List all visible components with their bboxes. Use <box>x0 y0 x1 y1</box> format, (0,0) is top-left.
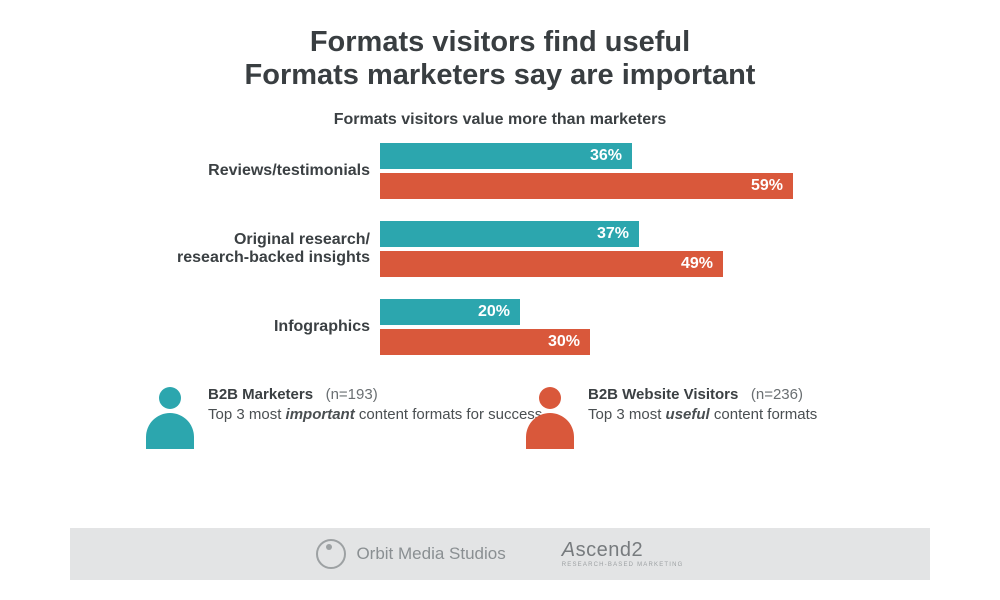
bar-value-label: 59% <box>751 173 783 199</box>
legend-desc-after: content formats for success <box>355 406 543 423</box>
category-labels: Reviews/testimonials Original research/re… <box>130 137 370 367</box>
legend: B2B Marketers (n=193) Top 3 most importa… <box>120 385 880 471</box>
bar-value-label: 30% <box>548 329 580 355</box>
bar-visitors: 59% <box>380 173 793 199</box>
category-label: Original research/research-backed insigh… <box>130 231 370 268</box>
legend-desc-after: content formats <box>710 406 818 423</box>
category-label: Infographics <box>130 318 370 336</box>
chart-subtitle: Formats visitors value more than markete… <box>0 111 1000 129</box>
legend-title: B2B Website Visitors <box>588 386 738 403</box>
legend-desc-before: Top 3 most <box>588 406 666 423</box>
title-line-2: Formats marketers say are important <box>0 59 1000 92</box>
person-icon-head <box>539 387 561 409</box>
legend-desc-em: important <box>286 406 355 423</box>
title-line-1: Formats visitors find useful <box>0 26 1000 59</box>
ascend2-name: Ascend2 <box>562 540 684 560</box>
person-icon-body <box>526 413 574 449</box>
person-icon-body <box>146 413 194 449</box>
bar-value-label: 37% <box>597 221 629 247</box>
person-icon <box>524 385 576 449</box>
bar-chart: Reviews/testimonials Original research/re… <box>130 137 870 367</box>
legend-title: B2B Marketers <box>208 386 313 403</box>
bar-value-label: 49% <box>681 251 713 277</box>
bar-marketers: 36% <box>380 143 632 169</box>
bar-visitors: 49% <box>380 251 723 277</box>
orbit-media-logo: Orbit Media Studios <box>316 539 505 569</box>
bar-visitors: 30% <box>380 329 590 355</box>
legend-item-marketers: B2B Marketers (n=193) Top 3 most importa… <box>144 385 542 449</box>
bar-marketers: 20% <box>380 299 520 325</box>
orbit-icon <box>316 539 346 569</box>
person-icon-head <box>159 387 181 409</box>
page: Formats visitors find useful Formats mar… <box>0 0 1000 600</box>
bar-marketers: 37% <box>380 221 639 247</box>
bar-value-label: 20% <box>478 299 510 325</box>
bar-value-label: 36% <box>590 143 622 169</box>
legend-text: B2B Marketers (n=193) Top 3 most importa… <box>208 385 542 426</box>
legend-item-visitors: B2B Website Visitors (n=236) Top 3 most … <box>524 385 817 449</box>
legend-desc-before: Top 3 most <box>208 406 286 423</box>
legend-n: (n=236) <box>751 386 803 403</box>
legend-text: B2B Website Visitors (n=236) Top 3 most … <box>588 385 817 426</box>
legend-desc-em: useful <box>666 406 710 423</box>
plot-area: 36% 59% 37% 49% 20% 30% <box>380 137 870 367</box>
ascend2-mark: Ascend2 RESEARCH-BASED MARKETING <box>562 540 684 568</box>
chart-title: Formats visitors find useful Formats mar… <box>0 0 1000 93</box>
category-label: Reviews/testimonials <box>130 162 370 180</box>
person-icon <box>144 385 196 449</box>
legend-n: (n=193) <box>326 386 378 403</box>
ascend2-logo: Ascend2 RESEARCH-BASED MARKETING <box>562 540 684 568</box>
orbit-label: Orbit Media Studios <box>356 544 505 564</box>
footer-branding: Orbit Media Studios Ascend2 RESEARCH-BAS… <box>70 528 930 580</box>
ascend2-tagline: RESEARCH-BASED MARKETING <box>562 562 684 568</box>
